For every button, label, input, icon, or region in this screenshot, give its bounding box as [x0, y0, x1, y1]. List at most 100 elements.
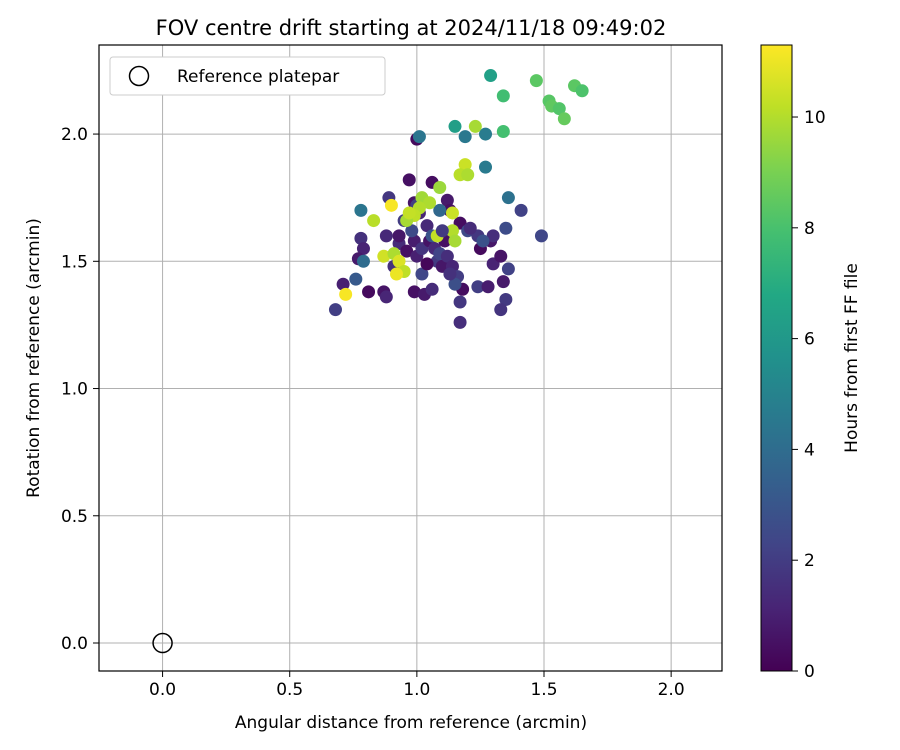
data-point	[356, 254, 370, 268]
data-point	[443, 267, 457, 281]
data-point	[415, 267, 429, 281]
data-point	[339, 287, 353, 301]
data-point	[534, 229, 548, 243]
data-point	[486, 229, 500, 243]
data-point	[440, 193, 454, 207]
data-point	[379, 229, 393, 243]
data-point	[405, 224, 419, 238]
y-tick-label: 1.0	[61, 380, 88, 400]
data-point	[448, 277, 462, 291]
legend-entry-label: Reference platepar	[177, 67, 339, 87]
x-tick-label: 1.5	[530, 680, 557, 700]
data-point	[400, 244, 414, 258]
x-axis-ticks: 0.0 0.5 1.0 1.5 2.0	[149, 671, 685, 700]
data-point	[458, 130, 472, 144]
legend-marker-icon	[128, 65, 150, 87]
data-point	[362, 285, 376, 299]
data-point	[435, 224, 449, 238]
data-point	[423, 196, 437, 210]
data-point	[494, 249, 508, 263]
reference-marker-group	[152, 632, 173, 654]
data-point	[336, 277, 350, 291]
data-point	[412, 130, 426, 144]
data-point	[448, 234, 462, 248]
y-tick-label: 0.5	[61, 507, 88, 527]
data-point	[402, 173, 416, 187]
data-point	[458, 158, 472, 172]
data-point	[354, 231, 368, 245]
data-point	[425, 282, 439, 296]
colorbar-scale	[760, 44, 793, 672]
y-axis-ticks: 0.0 0.5 1.0 1.5 2.0	[61, 125, 99, 654]
plot-area: 0.0 0.5 1.0 1.5 2.0 0.0 0.5 1.0 1.5 2.0	[61, 44, 723, 700]
colorbar-tick-label: 4	[804, 440, 815, 460]
data-point	[468, 119, 482, 133]
x-tick-label: 2.0	[658, 680, 685, 700]
colorbar-label: Hours from first FF file	[842, 263, 862, 453]
colorbar-tick-label: 6	[804, 330, 815, 350]
data-point	[552, 102, 566, 116]
data-point	[499, 292, 513, 306]
data-point	[445, 206, 459, 220]
y-axis-label: Rotation from reference (arcmin)	[24, 218, 44, 498]
reference-platepar-marker	[152, 632, 173, 654]
data-point	[479, 160, 493, 174]
x-axis-label: Angular distance from reference (arcmin)	[235, 713, 587, 733]
data-point	[494, 303, 508, 317]
colorbar-tick-label: 8	[804, 219, 815, 239]
data-point	[384, 198, 398, 212]
data-point	[501, 262, 515, 276]
colorbar-tick-label: 2	[804, 551, 815, 571]
x-tick-label: 0.5	[276, 680, 303, 700]
data-point	[433, 181, 447, 195]
data-point	[420, 219, 434, 233]
data-point	[461, 168, 475, 182]
data-point	[448, 119, 462, 133]
colorbar-tick-label: 0	[804, 662, 815, 682]
data-point	[481, 280, 495, 294]
data-point	[499, 221, 513, 235]
y-tick-label: 0.0	[61, 634, 88, 654]
data-point	[471, 280, 485, 294]
data-point	[407, 285, 421, 299]
data-point	[529, 74, 543, 88]
data-point	[557, 112, 571, 126]
data-point	[420, 257, 434, 271]
x-tick-label: 1.0	[403, 680, 430, 700]
grid	[99, 45, 722, 671]
legend-box	[109, 56, 386, 96]
data-point	[479, 127, 493, 141]
data-point	[356, 242, 370, 256]
data-point	[377, 249, 391, 263]
data-point	[484, 69, 498, 83]
data-point	[328, 303, 342, 317]
data-point	[433, 203, 447, 217]
colorbar-tick-label: 10	[804, 108, 826, 128]
data-point	[445, 224, 459, 238]
data-point	[440, 249, 454, 263]
scatter-points	[328, 69, 589, 329]
data-point	[354, 203, 368, 217]
data-point	[453, 295, 467, 309]
data-point	[501, 191, 515, 205]
data-point	[379, 290, 393, 304]
data-point	[367, 214, 381, 228]
data-point	[463, 221, 477, 235]
data-point	[349, 272, 363, 286]
data-point	[476, 234, 490, 248]
data-point	[496, 275, 510, 289]
colorbar-ticks: 0 2 4 6 8 10	[792, 108, 826, 682]
data-point	[402, 206, 416, 220]
data-point	[453, 315, 467, 329]
data-point	[390, 267, 404, 281]
data-point	[392, 254, 406, 268]
colorbar: 0 2 4 6 8 10 Hours from first FF file	[760, 44, 862, 682]
x-tick-label: 0.0	[149, 680, 176, 700]
data-point	[575, 84, 589, 98]
data-point	[392, 229, 406, 243]
data-point	[496, 125, 510, 139]
chart-title: FOV centre drift starting at 2024/11/18 …	[156, 16, 667, 40]
legend: Reference platepar	[109, 56, 386, 96]
data-point	[514, 203, 528, 217]
